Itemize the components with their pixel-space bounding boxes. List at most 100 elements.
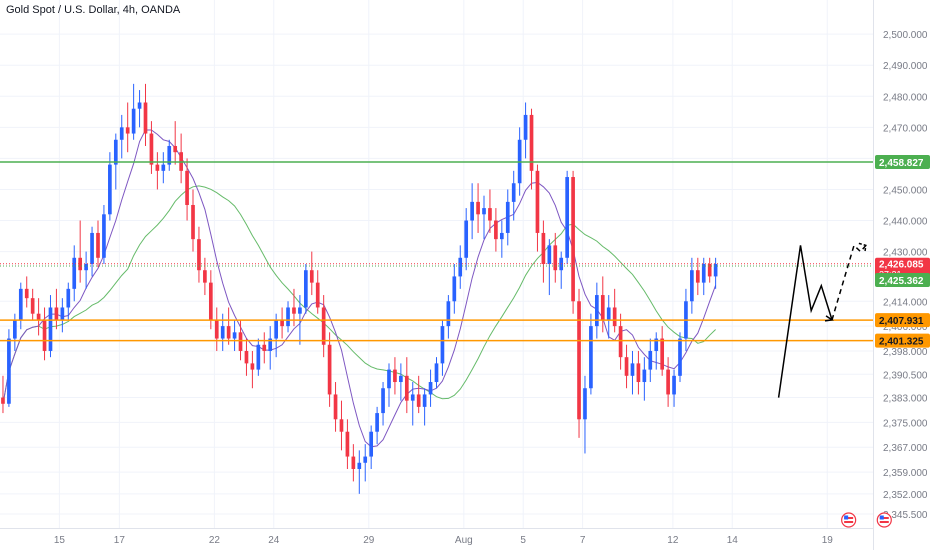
us-flag-canton: [844, 515, 849, 520]
candle-body: [226, 326, 231, 339]
time-tick-label: 15: [54, 535, 66, 546]
candle-body: [161, 164, 166, 171]
candle-body: [18, 288, 23, 320]
candle-body: [404, 375, 409, 401]
candle-body: [191, 204, 195, 240]
projection-arrow-head: [824, 315, 835, 322]
price-tick-label: 2,345.500: [883, 510, 928, 521]
candle-body: [494, 220, 498, 240]
time-tick-label: 12: [667, 535, 679, 546]
candle-body: [422, 394, 427, 407]
price-tick-label: 2,367.000: [883, 443, 928, 454]
candle-body: [410, 394, 415, 401]
candle-body: [7, 338, 11, 404]
candle-body: [108, 164, 112, 215]
candle-body: [333, 394, 338, 420]
candle-body: [595, 295, 599, 327]
price-tick-label: 2,359.000: [883, 468, 928, 479]
candle-body: [304, 270, 308, 308]
candle-body: [292, 307, 296, 314]
candle-body: [30, 298, 35, 314]
candle-body: [387, 369, 391, 389]
candle-body: [660, 338, 665, 370]
time-tick-label: 7: [580, 535, 586, 546]
candle-body: [440, 326, 445, 364]
candle-body: [511, 183, 516, 202]
candle-body: [565, 177, 569, 258]
candle-body: [42, 319, 47, 351]
price-tick-label: 2,450.000: [883, 185, 928, 196]
price-tick-label: 2,500.000: [883, 30, 928, 41]
candle-body: [96, 232, 100, 258]
candle-body: [339, 419, 344, 432]
time-tick-label: 19: [822, 535, 834, 546]
candle-body: [399, 375, 403, 383]
price-tick-label: 2,383.000: [883, 394, 928, 405]
price-tick-label: 2,490.000: [883, 61, 928, 72]
candle-body: [416, 394, 421, 407]
candle-body: [1, 397, 5, 404]
price-label-ma: 2,425.362: [879, 276, 924, 287]
candle-body: [345, 431, 350, 457]
candle-body: [577, 301, 581, 420]
candle-body: [167, 145, 172, 165]
candle-body: [375, 413, 379, 432]
candle-body: [672, 375, 676, 395]
candle-body: [119, 127, 124, 140]
time-tick-label: Aug: [455, 535, 473, 546]
price-tick-label: 2,470.000: [883, 123, 928, 134]
time-tick-label: 17: [114, 535, 126, 546]
chart-title: Gold Spot / U.S. Dollar, 4h, OANDA: [6, 4, 181, 16]
price-tick-label: 2,352.000: [883, 490, 928, 501]
projection-arrow-head-dashed: [858, 242, 867, 253]
us-flag-canton: [879, 515, 884, 520]
us-flag-stripe: [844, 521, 854, 523]
price-tick-label: 2,406.000: [883, 322, 928, 333]
us-flag-icon: [876, 512, 892, 528]
candle-body: [624, 357, 629, 376]
candle-body: [553, 245, 558, 271]
candle-body: [618, 326, 623, 358]
us-flag-stripe: [879, 521, 889, 523]
price-label-support-1: 2,407.931: [879, 316, 924, 327]
candle-body: [327, 344, 332, 395]
candle-body: [690, 270, 694, 302]
candle-body: [701, 264, 706, 283]
candle-body: [250, 363, 255, 370]
price-tick-label: 2,414.000: [883, 297, 928, 308]
candle-body: [48, 307, 53, 351]
candle-body: [113, 139, 118, 165]
candle-body: [54, 307, 59, 320]
candle-body: [173, 145, 178, 153]
price-label-resistance: 2,458.827: [879, 158, 924, 169]
candle-body: [143, 102, 148, 134]
candle-body: [309, 270, 314, 283]
candle-body: [535, 170, 540, 233]
candle-body: [393, 369, 397, 383]
price-tick-label: 2,480.000: [883, 92, 928, 103]
candle-body: [203, 270, 207, 283]
candle-body: [428, 382, 433, 395]
candle-body: [529, 114, 534, 171]
price-tick-label: 2,398.000: [883, 347, 928, 358]
candle-body: [642, 369, 647, 383]
candle-body: [84, 264, 88, 271]
price-tick-label: 2,390.500: [883, 370, 928, 381]
price-tick-label: 2,440.000: [883, 217, 928, 228]
candle-body: [208, 282, 213, 320]
price-label-support-2: 2,401.325: [879, 337, 924, 348]
candle-body: [238, 332, 243, 351]
us-flag-icon: [841, 512, 857, 528]
candle-body: [470, 201, 474, 221]
candle-body: [232, 332, 237, 339]
candle-body: [654, 338, 659, 351]
us-flag-stripe: [844, 517, 854, 519]
candle-body: [24, 288, 29, 299]
candle-body: [713, 264, 718, 277]
candle-body: [262, 344, 267, 351]
candle-body: [351, 456, 356, 469]
candle-body: [185, 170, 189, 205]
candle-body: [695, 270, 700, 283]
candle-body: [36, 313, 41, 320]
